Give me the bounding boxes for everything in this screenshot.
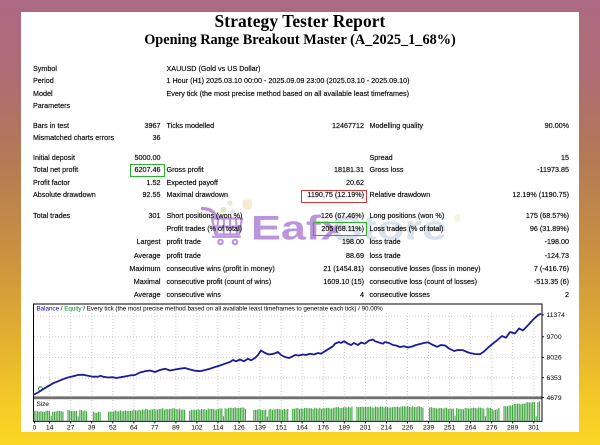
svg-text:264: 264 [465,424,477,431]
svg-text:276: 276 [486,424,498,431]
svg-text:226: 226 [402,424,414,431]
svg-text:301: 301 [528,424,540,431]
svg-text:Store: Store [332,209,447,247]
svg-text:89: 89 [172,424,180,431]
svg-text:251: 251 [444,424,456,431]
svg-text:9700: 9700 [547,334,562,341]
svg-text:0: 0 [33,424,37,431]
svg-text:214: 214 [381,424,393,431]
svg-text:189: 189 [339,424,351,431]
svg-text:77: 77 [151,424,159,431]
svg-text:201: 201 [360,424,372,431]
svg-text:27: 27 [67,424,75,431]
svg-text:52: 52 [109,424,117,431]
svg-text:102: 102 [191,424,203,431]
svg-text:8026: 8026 [547,355,562,362]
svg-text:Size: Size [37,401,50,408]
svg-text:4679: 4679 [547,395,562,402]
svg-text:126: 126 [233,424,245,431]
svg-text:176: 176 [318,424,330,431]
svg-text:139: 139 [254,424,266,431]
svg-text:151: 151 [276,424,288,431]
svg-text:289: 289 [507,424,519,431]
svg-text:164: 164 [297,424,309,431]
svg-text:39: 39 [88,424,96,431]
svg-text:14: 14 [46,424,54,431]
svg-text:Balance / Equity / Every tick: Balance / Equity / Every tick (the most … [37,306,384,313]
svg-text:Eafx: Eafx [251,209,346,247]
svg-text:64: 64 [130,424,138,431]
svg-text:11374: 11374 [547,312,566,319]
svg-text:6353: 6353 [547,375,562,382]
svg-text:239: 239 [423,424,435,431]
svg-text:114: 114 [213,424,224,431]
